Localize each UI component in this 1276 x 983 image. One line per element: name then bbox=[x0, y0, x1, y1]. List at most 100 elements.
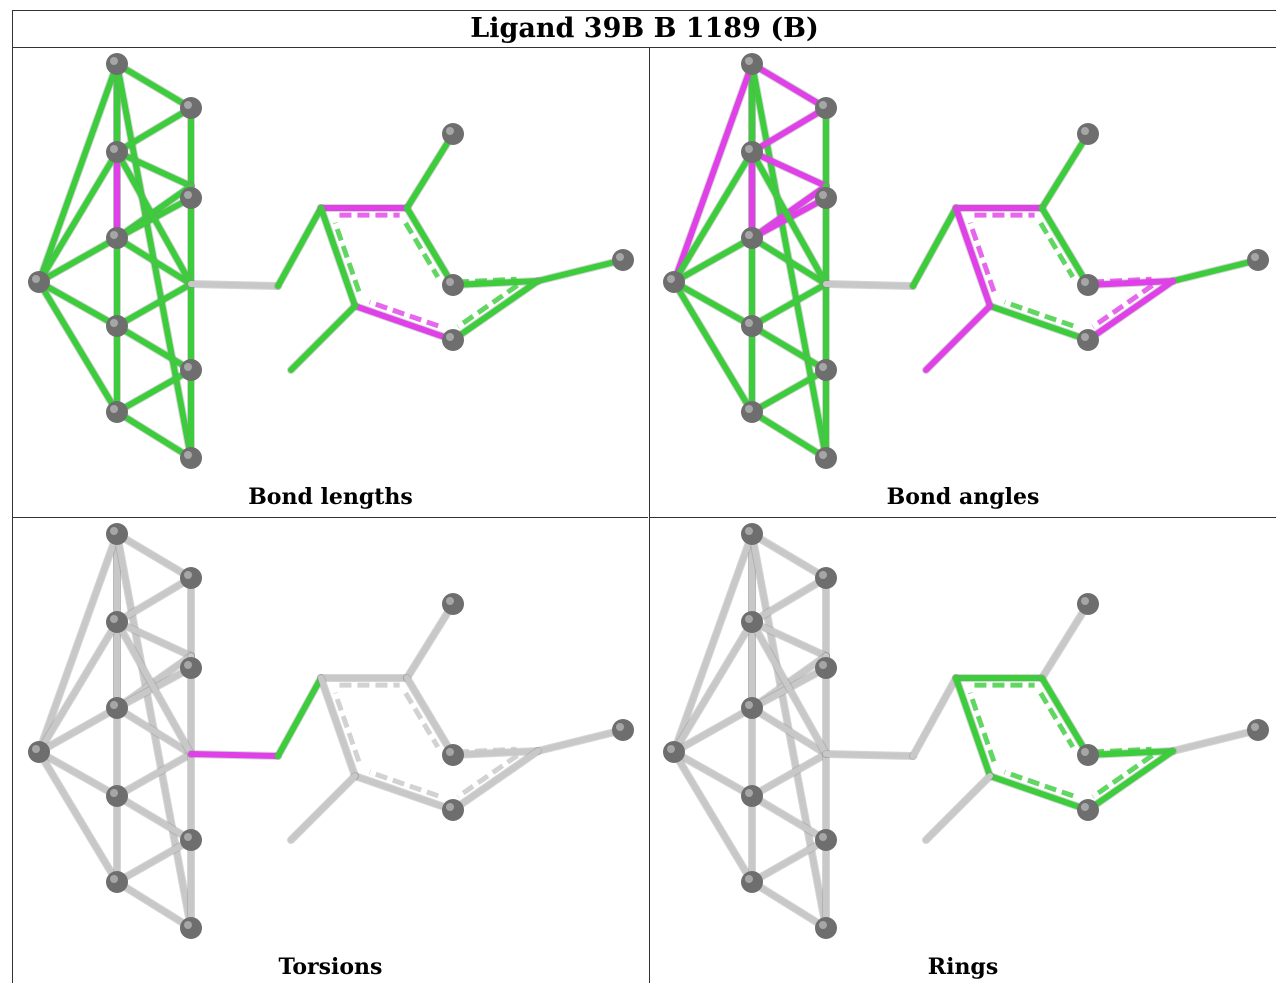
bond-a9-a10 bbox=[749, 323, 829, 373]
atom-highlight-a1 bbox=[110, 57, 118, 65]
atom-highlight-r3 bbox=[1081, 278, 1089, 286]
bond-a7-a11 bbox=[36, 279, 120, 415]
double-bond-r3-r4 bbox=[1091, 276, 1152, 285]
atom-a1 bbox=[741, 53, 763, 75]
atom-a5 bbox=[180, 657, 202, 679]
double-bond-r2-r3 bbox=[403, 691, 440, 749]
atom-highlight-a6 bbox=[110, 701, 118, 709]
double-bond-r5-r6 bbox=[1003, 769, 1074, 799]
atom-a1 bbox=[741, 523, 763, 545]
atom-highlight-a9 bbox=[745, 319, 753, 327]
double-bond-r6-r1 bbox=[332, 692, 362, 763]
bond-a8-a9 bbox=[114, 751, 194, 799]
bond-a2-a3 bbox=[114, 575, 194, 625]
atom-highlight-a5 bbox=[184, 661, 192, 669]
atom-highlight-r3 bbox=[1081, 748, 1089, 756]
atom-m1 bbox=[442, 593, 464, 615]
atom-highlight-a3 bbox=[745, 615, 753, 623]
atom-a5 bbox=[815, 657, 837, 679]
bond-a1-a7 bbox=[36, 61, 120, 285]
bond-a3-a7 bbox=[36, 149, 120, 285]
bond-r3-r4 bbox=[450, 748, 541, 758]
atom-highlight-a1 bbox=[745, 527, 753, 535]
bond-a1-a2 bbox=[114, 531, 194, 581]
bond-r2-m1 bbox=[1039, 601, 1091, 681]
atom-r5 bbox=[442, 329, 464, 351]
atom-a11 bbox=[741, 871, 763, 893]
atom-highlight-a1 bbox=[110, 527, 118, 535]
atom-a2 bbox=[815, 567, 837, 589]
atom-a11 bbox=[741, 401, 763, 423]
bond-r5-r6 bbox=[987, 303, 1091, 343]
atom-highlight-m1 bbox=[446, 597, 454, 605]
bond-a7-a9 bbox=[36, 279, 120, 329]
bond-a7-a11 bbox=[36, 749, 120, 885]
atom-m1 bbox=[1077, 123, 1099, 145]
atom-a7 bbox=[663, 741, 685, 763]
bond-r2-r3 bbox=[1039, 205, 1091, 288]
caption-bond-lengths: Bond lengths bbox=[248, 484, 413, 510]
atom-m2 bbox=[1247, 249, 1269, 271]
bond-r6-r1 bbox=[953, 205, 993, 309]
atom-a2 bbox=[180, 567, 202, 589]
bond-a9-a10 bbox=[749, 793, 829, 843]
double-bond-r4-r5 bbox=[1091, 283, 1154, 329]
bond-r2-r3 bbox=[404, 675, 456, 758]
bond-angles-structure bbox=[663, 53, 1269, 469]
bond-a2-a3 bbox=[114, 105, 194, 155]
atom-highlight-a7 bbox=[32, 745, 40, 753]
atom-a3 bbox=[106, 141, 128, 163]
bond-r2-r3 bbox=[1039, 675, 1091, 758]
atom-a9 bbox=[741, 785, 763, 807]
bond-r4-r5 bbox=[450, 748, 541, 813]
bond-r4-r5 bbox=[1085, 748, 1176, 813]
atom-highlight-a6 bbox=[745, 701, 753, 709]
bond-j-r1 bbox=[910, 675, 959, 759]
double-bond-r3-r4 bbox=[456, 276, 517, 285]
bond-r6-m3 bbox=[288, 303, 358, 373]
bond-a11-a12 bbox=[114, 879, 194, 931]
caption-rings: Rings bbox=[927, 954, 999, 980]
caption-torsions: Torsions bbox=[278, 954, 383, 980]
bond-a6-a7 bbox=[36, 235, 120, 285]
bond-a3-a7 bbox=[671, 149, 755, 285]
bond-a8-j bbox=[188, 281, 281, 289]
bond-j-r1 bbox=[275, 675, 324, 759]
bond-r2-r3 bbox=[404, 205, 456, 288]
atom-a7 bbox=[28, 741, 50, 763]
atom-a6 bbox=[741, 697, 763, 719]
double-bond-r5-r6 bbox=[368, 769, 439, 799]
bond-a1-a2 bbox=[749, 531, 829, 581]
atom-highlight-a11 bbox=[110, 875, 118, 883]
atom-a6 bbox=[106, 697, 128, 719]
atom-a6 bbox=[106, 227, 128, 249]
atom-highlight-a3 bbox=[110, 615, 118, 623]
bond-j-r1 bbox=[275, 205, 324, 289]
atom-highlight-r5 bbox=[1081, 803, 1089, 811]
bond-r6-m3 bbox=[288, 773, 358, 843]
torsions-structure bbox=[28, 523, 634, 939]
double-bond-r6-r1 bbox=[967, 222, 997, 293]
atom-highlight-a12 bbox=[819, 921, 827, 929]
atom-r5 bbox=[442, 799, 464, 821]
rings-structure bbox=[663, 523, 1269, 939]
panel-bond-angles: Bond angles bbox=[649, 48, 1276, 518]
atom-m2 bbox=[1247, 719, 1269, 741]
bond-a7-a11 bbox=[671, 279, 755, 415]
bond-a3-a8 bbox=[749, 149, 829, 287]
bond-j-r1 bbox=[910, 205, 959, 289]
bond-a11-a12 bbox=[114, 409, 194, 461]
atom-m2 bbox=[612, 719, 634, 741]
bond-a3-a7 bbox=[671, 619, 755, 755]
atom-a1 bbox=[106, 523, 128, 545]
double-bond-r2-r3 bbox=[1038, 691, 1075, 749]
atom-a1 bbox=[106, 53, 128, 75]
atom-r5 bbox=[1077, 329, 1099, 351]
bond-a7-a9 bbox=[671, 749, 755, 799]
bond-r5-r6 bbox=[987, 773, 1091, 813]
atom-highlight-a7 bbox=[667, 745, 675, 753]
bond-r2-m1 bbox=[404, 601, 456, 681]
atom-highlight-a10 bbox=[184, 833, 192, 841]
atom-highlight-m1 bbox=[446, 127, 454, 135]
atom-a10 bbox=[815, 359, 837, 381]
